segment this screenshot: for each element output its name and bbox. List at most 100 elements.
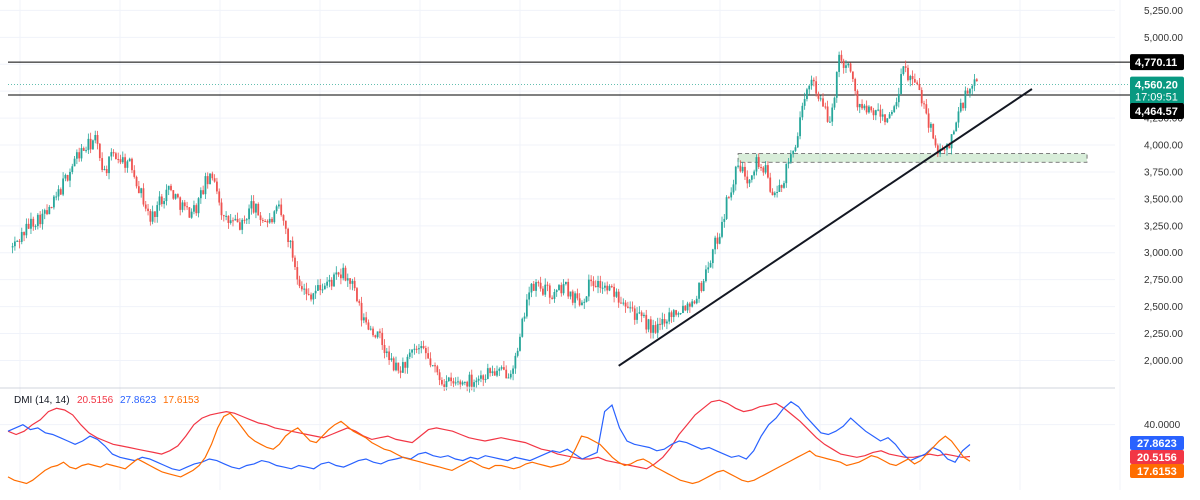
candle-body: [82, 148, 85, 151]
candle-body: [643, 314, 645, 317]
candle-body: [280, 204, 283, 216]
candle-body: [39, 214, 42, 225]
candle-body: [920, 90, 923, 104]
candle-body: [53, 196, 55, 208]
dmi-legend-value: 27.8623: [120, 395, 157, 406]
candle-body: [509, 373, 512, 378]
trendline[interactable]: [618, 88, 1033, 367]
candle-body: [225, 215, 228, 217]
candle-body: [296, 267, 299, 280]
candle-body: [429, 358, 432, 366]
candle-body: [725, 197, 728, 219]
candle-body: [209, 173, 211, 185]
candle-body: [626, 306, 629, 308]
candle-body: [468, 374, 471, 387]
candle-body: [560, 285, 563, 294]
candle-body: [477, 378, 480, 381]
candle-body: [459, 381, 462, 385]
candle-body: [936, 145, 939, 155]
candle-body: [268, 218, 271, 223]
candle-body: [278, 204, 280, 207]
candle-body: [711, 249, 714, 264]
candle-body: [732, 184, 735, 193]
price-tick-label: 4,000.00: [1144, 141, 1183, 152]
candle-body: [273, 211, 276, 223]
candle-body: [760, 167, 762, 169]
price-tick-label: 3,500.00: [1144, 194, 1183, 205]
candle-body: [718, 236, 721, 244]
candle-body: [516, 350, 519, 356]
candle-body: [248, 208, 250, 220]
candle-body: [94, 135, 97, 141]
dmi-series-line: [7, 399, 971, 470]
candle-body: [801, 105, 804, 118]
candle-body: [496, 370, 498, 376]
candle-body: [385, 351, 388, 354]
price-tick-label: 5,250.00: [1144, 6, 1183, 17]
candle-body: [431, 365, 434, 367]
candle-body: [907, 67, 909, 81]
candle-body: [362, 317, 365, 321]
candle-body: [739, 165, 742, 172]
candle-body: [493, 371, 496, 376]
dmi-series-line: [7, 401, 971, 472]
candle-body: [16, 240, 19, 242]
candle-body: [140, 188, 143, 194]
candle-body: [803, 99, 806, 106]
candle-body: [636, 313, 638, 320]
candle-body: [360, 302, 363, 321]
candle-body: [390, 358, 393, 361]
candle-body: [218, 191, 221, 203]
candle-body: [904, 66, 907, 68]
candle-body: [973, 79, 976, 86]
candle-body: [948, 144, 951, 149]
candle-body: [744, 166, 746, 177]
candle-body: [971, 85, 974, 89]
candle-body: [463, 381, 466, 383]
candle-body: [466, 381, 469, 387]
candle-body: [261, 219, 264, 221]
candle-body: [66, 174, 69, 181]
candle-body: [688, 303, 691, 307]
candle-body: [505, 369, 508, 379]
candle-body: [59, 189, 62, 195]
candle-body: [610, 286, 613, 288]
candle-body: [284, 220, 287, 229]
candle-body: [32, 218, 35, 227]
candle-body: [11, 246, 14, 248]
candle-body: [411, 349, 413, 353]
candle-body: [868, 106, 870, 113]
candle-body: [817, 93, 820, 99]
candle-body: [608, 286, 611, 291]
candle-body: [43, 210, 46, 214]
candle-body: [321, 289, 324, 291]
candle-body: [418, 348, 420, 350]
candle-body: [884, 114, 886, 123]
price-tick-label: 5,000.00: [1144, 33, 1183, 44]
candle-body: [519, 336, 521, 351]
candle-body: [815, 81, 818, 94]
candle-body: [833, 97, 836, 108]
candle-body: [865, 105, 868, 113]
candle-body: [257, 203, 260, 216]
candle-body: [197, 198, 200, 214]
dmi-axis[interactable]: 40.0000: [1144, 420, 1181, 431]
candle-body: [746, 176, 749, 184]
candle-body: [20, 232, 23, 242]
candle-body: [503, 367, 505, 370]
candle-body: [578, 298, 581, 306]
candle-body: [319, 285, 322, 291]
candle-body: [236, 218, 239, 223]
candle-body: [861, 103, 863, 109]
candle-body: [96, 135, 99, 144]
candle-body: [73, 158, 76, 167]
candle-body: [571, 291, 574, 303]
candle-body: [691, 301, 694, 307]
candle-body: [55, 196, 58, 198]
candle-body: [812, 79, 815, 82]
candle-body: [190, 211, 193, 218]
dmi-legend-value: 17.6153: [163, 395, 200, 406]
candle-body: [241, 219, 244, 230]
